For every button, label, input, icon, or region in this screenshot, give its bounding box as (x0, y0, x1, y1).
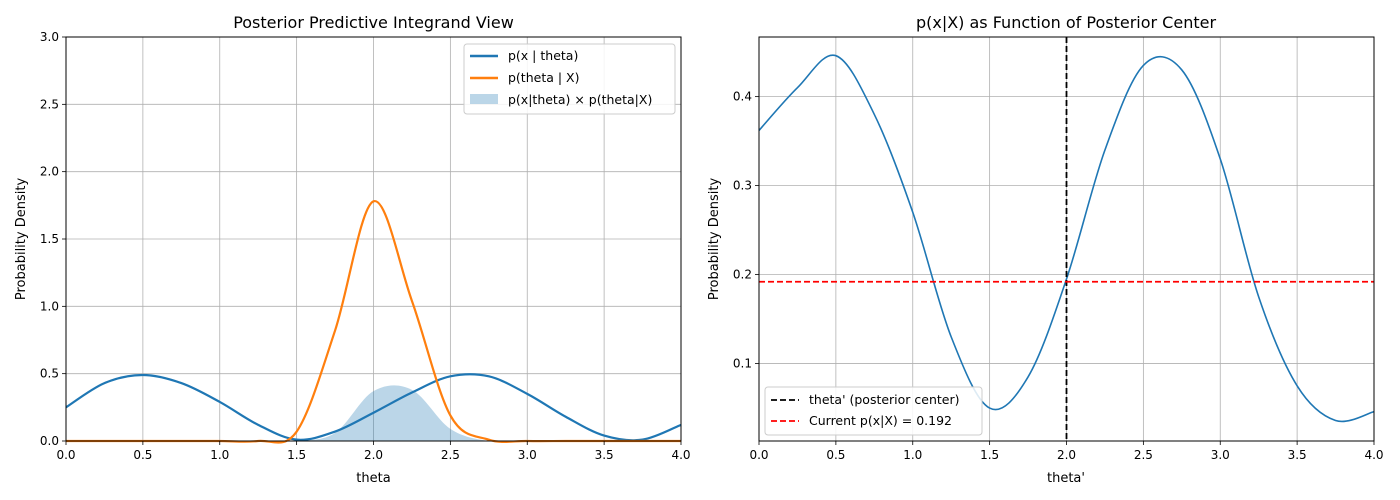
left-ytick-label: 0.0 (40, 434, 59, 448)
left-xtick-label: 2.5 (441, 448, 460, 462)
right-chart: p(x|X) as Function of Posterior Center 0… (707, 13, 1384, 486)
right-ytick-label: 0.1 (733, 357, 752, 371)
right-legend-box (764, 386, 983, 436)
legend-label-product: p(x|theta) × p(theta|X) (508, 92, 652, 107)
right-chart-title: p(x|X) as Function of Posterior Center (916, 13, 1216, 32)
right-xtick-label: 3.0 (1211, 448, 1230, 462)
legend-label-p-x-theta: p(x | theta) (508, 48, 578, 63)
left-ytick-label: 3.0 (40, 30, 59, 44)
left-xtick-label: 3.5 (595, 448, 614, 462)
right-ytick-label: 0.4 (733, 90, 752, 104)
legend-patch-product (470, 94, 498, 104)
right-legend: theta' (posterior center) Current p(x|X)… (764, 386, 983, 436)
left-xlabel: theta (356, 471, 390, 486)
right-ticks: 0.0 0.5 1.0 1.5 2.0 2.5 3.0 3.5 4.0 0.1 0.2 0.3 0.4 (733, 90, 1384, 462)
left-ytick-label: 2.0 (40, 165, 59, 179)
left-xtick-label: 1.5 (287, 448, 306, 462)
right-xtick-label: 4.0 (1364, 448, 1383, 462)
left-grid (65, 36, 682, 442)
right-ytick-label: 0.3 (733, 179, 752, 193)
right-xtick-label: 1.5 (980, 448, 999, 462)
right-xlabel: theta' (1047, 471, 1085, 486)
right-line-series-0 (758, 54, 1375, 423)
right-xtick-label: 2.5 (1134, 448, 1153, 462)
left-xtick-label: 2.0 (364, 448, 383, 462)
left-xtick-label: 3.0 (518, 448, 537, 462)
left-chart: Posterior Predictive Integrand View 0.0 0… (14, 13, 691, 486)
legend-label-vline: theta' (posterior center) (809, 392, 960, 407)
right-xtick-label: 0.5 (826, 448, 845, 462)
right-lines-layer (758, 37, 1375, 441)
legend-label-p-theta-x: p(theta | X) (508, 70, 579, 85)
right-xtick-label: 0.0 (749, 448, 768, 462)
left-xtick-label: 0.5 (133, 448, 152, 462)
right-xtick-label: 2.0 (1057, 448, 1076, 462)
legend-label-hline: Current p(x|X) = 0.192 (809, 413, 952, 428)
left-xtick-label: 1.0 (210, 448, 229, 462)
left-ytick-label: 1.0 (40, 299, 59, 313)
right-xtick-label: 1.0 (903, 448, 922, 462)
right-xtick-label: 3.5 (1288, 448, 1307, 462)
left-xtick-label: 4.0 (671, 448, 690, 462)
left-ytick-label: 0.5 (40, 367, 59, 381)
left-line-series-0 (65, 373, 682, 442)
left-ytick-label: 2.5 (40, 97, 59, 111)
left-ticks: 0.0 0.5 1.0 1.5 2.0 2.5 3.0 3.5 4.0 0.0 0.5 1.0 1.5 2… (40, 30, 691, 462)
left-ytick-label: 1.5 (40, 232, 59, 246)
left-legend: p(x | theta) p(theta | X) p(x|theta) × p… (463, 43, 676, 115)
left-legend-box (463, 43, 676, 115)
left-ylabel: Probability Density (14, 178, 29, 301)
right-ytick-label: 0.2 (733, 268, 752, 282)
left-chart-title: Posterior Predictive Integrand View (233, 13, 514, 32)
right-ylabel: Probability Density (707, 178, 722, 301)
left-xtick-label: 0.0 (56, 448, 75, 462)
